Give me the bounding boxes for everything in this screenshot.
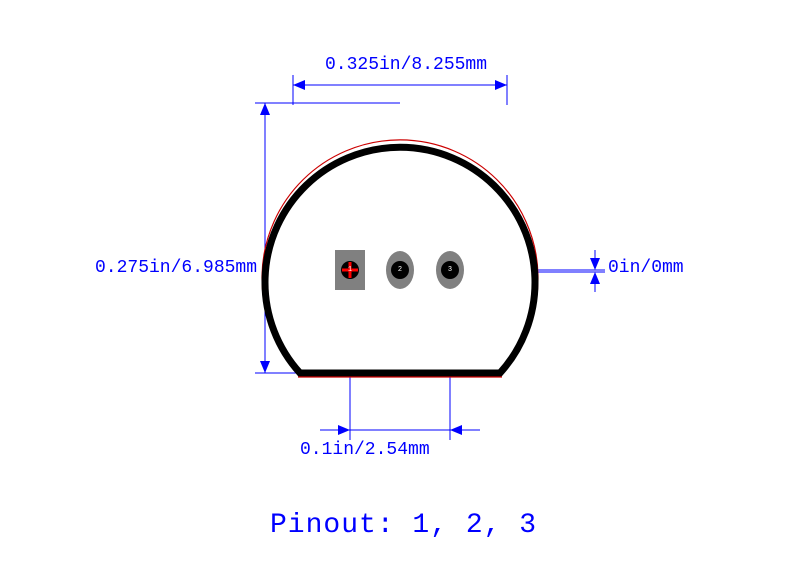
pin-2-number: 2 [397, 266, 403, 274]
diagram-root: 0.325in/8.255mm 0.275in/6.985mm 0in/0mm … [0, 0, 800, 577]
dim-pitch-label: 0.1in/2.54mm [300, 440, 430, 460]
pin-3-number: 3 [447, 266, 453, 274]
pinout-caption: Pinout: 1, 2, 3 [270, 510, 537, 541]
dim-width-label: 0.325in/8.255mm [325, 55, 487, 75]
drawing-svg [0, 0, 800, 577]
dim-zero-label: 0in/0mm [608, 258, 684, 278]
dim-height-label: 0.275in/6.985mm [95, 258, 257, 278]
pin-1-number: 1 [347, 266, 353, 274]
dim-width [293, 75, 507, 105]
